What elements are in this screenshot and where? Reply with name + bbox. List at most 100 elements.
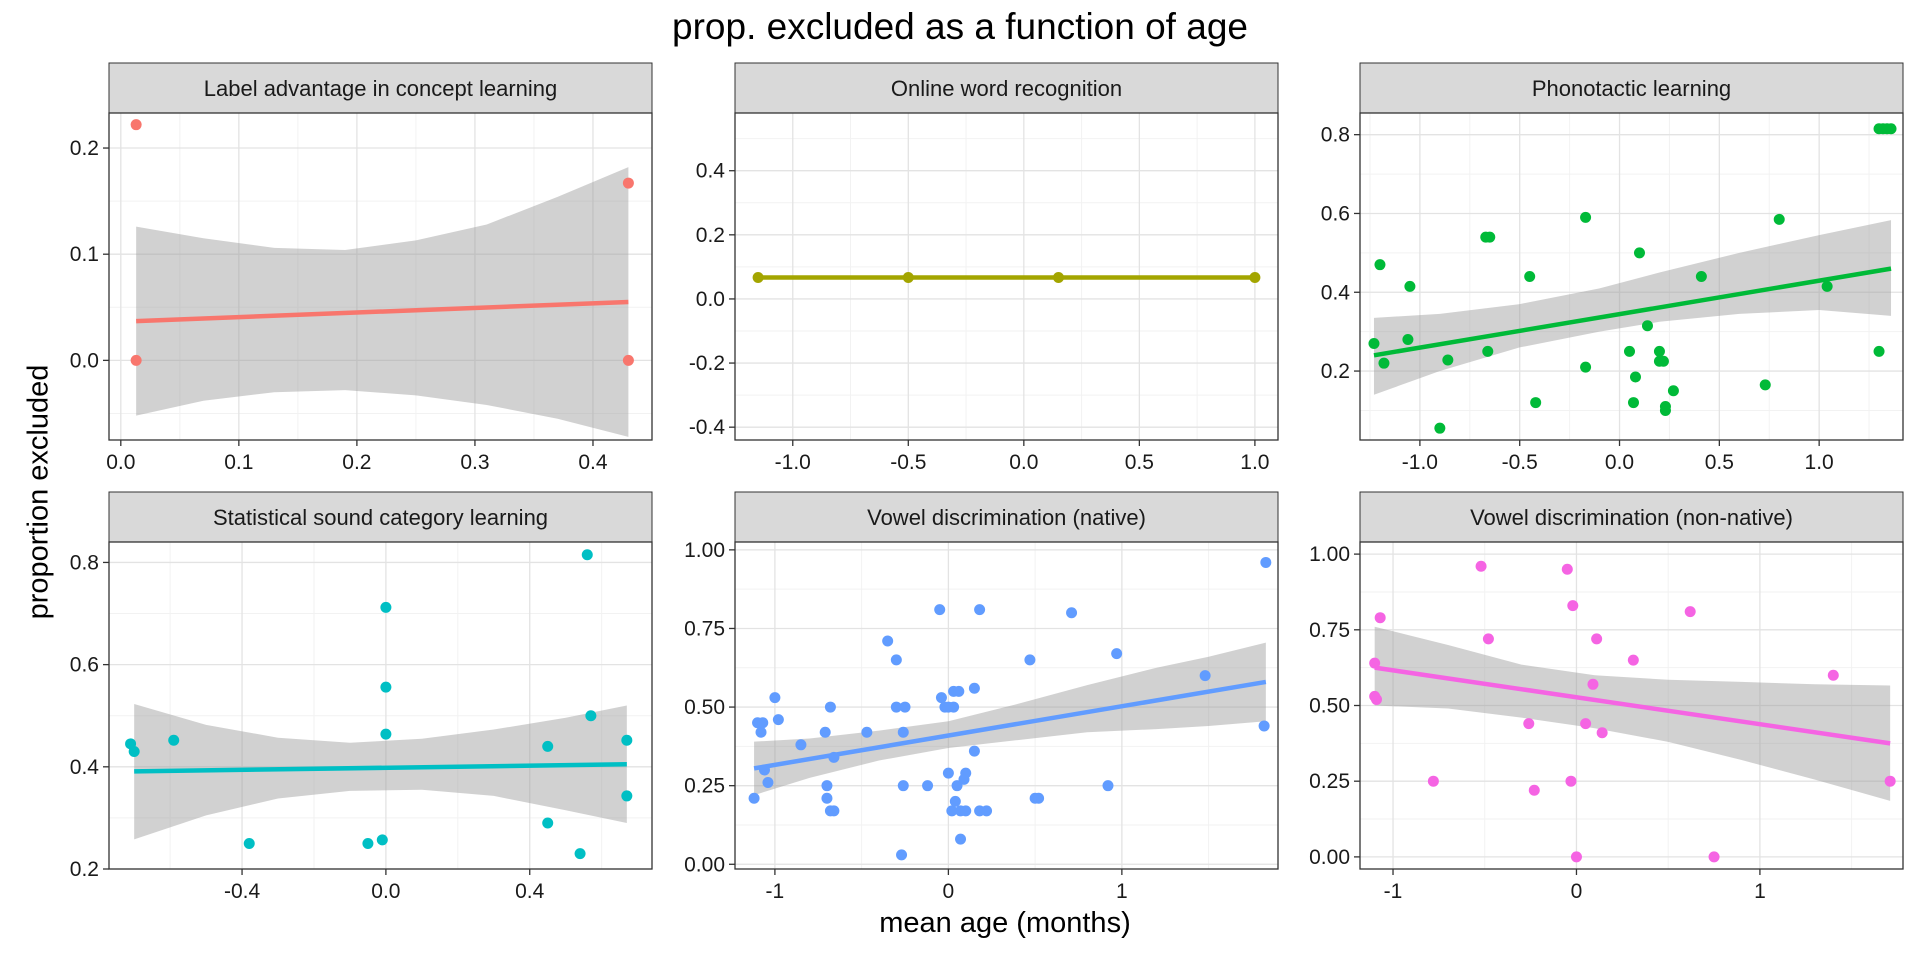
data-point [772, 714, 784, 726]
data-point [376, 834, 388, 846]
data-point [621, 734, 633, 746]
data-point [1523, 718, 1535, 730]
x-tick-label: 0.1 [224, 451, 253, 474]
data-point [1587, 678, 1599, 690]
facet-strip [108, 62, 653, 114]
data-point [1580, 211, 1592, 223]
data-point [1374, 259, 1386, 271]
data-point [542, 817, 554, 829]
x-tick-label: -1.0 [1402, 451, 1438, 474]
data-point [899, 701, 911, 713]
data-point [1374, 612, 1386, 624]
data-point [1627, 654, 1639, 666]
x-tick-label: 1 [1116, 880, 1128, 903]
facet-panel: Vowel discrimination (native) -1 0 1 0.00 0.2… [684, 491, 1279, 903]
data-point [1659, 404, 1671, 416]
data-point [769, 692, 781, 704]
data-point [1695, 271, 1707, 282]
data-point [1368, 337, 1380, 349]
data-point [1258, 720, 1270, 732]
data-point [882, 635, 894, 647]
y-tick-label: -0.4 [689, 416, 726, 439]
data-point [968, 682, 980, 694]
data-point [1427, 775, 1439, 787]
data-point [953, 685, 965, 697]
chart-title: prop. excluded as a function of age [672, 6, 1248, 47]
confidence-band [1373, 220, 1892, 395]
confidence-band [134, 703, 627, 840]
data-point [542, 740, 554, 752]
data-point [902, 271, 914, 283]
data-point [946, 805, 958, 817]
data-point [757, 717, 769, 729]
facet-title: Statistical sound category learning [213, 505, 548, 530]
y-tick-label: 0.4 [70, 756, 100, 779]
y-tick-label: 0.6 [70, 654, 99, 677]
data-point [828, 751, 840, 763]
x-tick-label: 0.0 [106, 451, 135, 474]
x-tick-label: 0.0 [1605, 451, 1634, 474]
data-point [1873, 345, 1885, 357]
fit-line [1374, 665, 1891, 746]
confidence-band [1374, 626, 1891, 801]
data-point [1369, 657, 1381, 669]
data-point [821, 792, 833, 804]
x-tick-label: -1 [766, 880, 785, 903]
panel-background [1360, 113, 1903, 440]
facet-panel: Vowel discrimination (non-native) -1 0 1 0.0… [1309, 491, 1904, 903]
data-point [955, 833, 967, 845]
y-tick-label: 0.00 [684, 853, 725, 876]
panel-border [1359, 112, 1904, 441]
y-tick-label: 1.00 [684, 539, 725, 562]
data-point [1580, 361, 1592, 373]
panel-border [734, 541, 1279, 870]
panel-border [108, 541, 653, 870]
data-point [1567, 600, 1579, 612]
data-point [1524, 271, 1536, 282]
data-point [1561, 563, 1573, 575]
data-point [948, 701, 960, 713]
fit-line [1373, 266, 1892, 358]
data-point [1653, 345, 1665, 357]
fit-line [134, 762, 627, 774]
data-point [960, 805, 972, 817]
data-point [1530, 397, 1542, 409]
y-tick-label: 0.50 [684, 696, 725, 719]
x-tick-label: 0 [1571, 880, 1583, 903]
x-tick-label: -1 [1384, 880, 1403, 903]
x-axis-label: mean age (months) [879, 907, 1131, 939]
confidence-band [136, 167, 629, 437]
x-tick-label: 0.4 [515, 880, 545, 903]
data-point [362, 837, 374, 849]
y-tick-label: -0.2 [689, 352, 725, 375]
data-point [1629, 371, 1641, 383]
data-point [1111, 648, 1123, 660]
panel-background [109, 113, 652, 440]
facet-panel: Online word recognition -1.0 -0.5 0.0 0.5 1.0… [689, 62, 1279, 474]
data-point [949, 795, 961, 807]
data-point [1482, 633, 1494, 645]
x-tick-label: 1 [1754, 880, 1766, 903]
data-point [824, 701, 836, 713]
x-tick-label: 0.0 [1009, 451, 1038, 474]
facet-strip [734, 491, 1279, 543]
data-point [795, 739, 807, 751]
data-point [1249, 271, 1261, 283]
data-point [755, 726, 767, 738]
data-point [621, 790, 633, 802]
x-tick-label: 0.3 [460, 451, 489, 474]
data-point [1371, 693, 1383, 705]
x-tick-label: 1.0 [1805, 451, 1834, 474]
data-point [1684, 606, 1696, 618]
data-point [1260, 556, 1272, 568]
data-point [890, 654, 902, 666]
data-point [1404, 280, 1416, 292]
data-point [1884, 775, 1896, 787]
data-point [1708, 851, 1720, 863]
data-point [1624, 345, 1636, 357]
y-axis-label: proportion excluded [22, 364, 55, 620]
facet-panel: Statistical sound category learning -0.4 0… [70, 491, 653, 903]
data-point [896, 849, 908, 861]
data-point [1052, 271, 1064, 283]
